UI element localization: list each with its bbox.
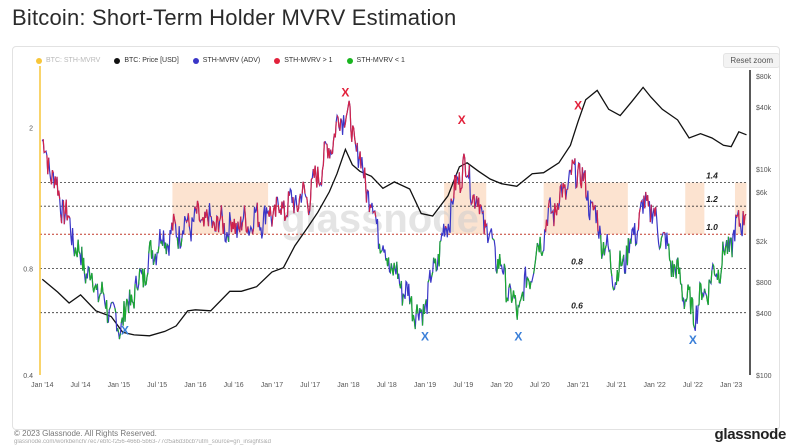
cycle-marker-0: X <box>341 86 349 100</box>
left-tick-label: 2 <box>29 126 33 133</box>
x-tick-label: Jan '23 <box>720 382 742 389</box>
reset-zoom-button[interactable]: Reset zoom <box>723 53 780 68</box>
x-tick-label: Jan '20 <box>490 382 512 389</box>
x-tick-label: Jul '19 <box>453 382 473 389</box>
legend-item-4[interactable]: STH-MVRV < 1 <box>346 57 405 64</box>
highlight-band-3 <box>685 182 705 235</box>
threshold-label-0.6: 0.6 <box>571 301 583 311</box>
source-url[interactable]: glassnode.com/workbench/7ec7ebfc-f256-46… <box>14 439 272 445</box>
x-tick-label: Jul '22 <box>683 382 703 389</box>
right-tick-label: $10k <box>756 167 772 174</box>
highlight-band-0 <box>172 182 269 235</box>
left-tick-label: 0.4 <box>23 373 33 380</box>
legend-dot-icon <box>192 57 199 64</box>
x-tick-label: Jul '16 <box>224 382 244 389</box>
x-tick-label: Jan '22 <box>643 382 665 389</box>
threshold-label-1.2: 1.2 <box>706 194 718 204</box>
legend-label: BTC: Price [USD] <box>124 57 179 64</box>
legend-item-1[interactable]: BTC: Price [USD] <box>114 57 179 64</box>
legend-dot-icon <box>274 57 281 64</box>
right-tick-label: $800 <box>756 280 772 287</box>
cycle-marker-4: X <box>421 330 429 344</box>
cycle-marker-5: X <box>514 330 522 344</box>
x-tick-label: Jul '14 <box>71 382 91 389</box>
chart-legend: BTC: STH-MVRV BTC: Price [USD] STH-MVRV (A… <box>36 57 405 64</box>
price-line <box>41 86 747 337</box>
x-tick-label: Jan '19 <box>414 382 436 389</box>
x-tick-label: Jan '14 <box>31 382 53 389</box>
x-tick-label: Jul '21 <box>606 382 626 389</box>
sth-mvrv-below-one-line <box>73 234 733 340</box>
x-tick-label: Jan '21 <box>567 382 589 389</box>
x-tick-label: Jan '15 <box>108 382 130 389</box>
x-tick-label: Jan '16 <box>184 382 206 389</box>
x-tick-label: Jul '18 <box>377 382 397 389</box>
cycle-marker-2: X <box>574 99 582 113</box>
right-tick-label: $2k <box>756 239 768 246</box>
legend-label: BTC: STH-MVRV <box>46 57 101 64</box>
legend-item-3[interactable]: STH-MVRV > 1 <box>274 57 333 64</box>
x-tick-label: Jan '18 <box>337 382 359 389</box>
legend-label: STH-MVRV (ADV) <box>202 57 261 64</box>
chart-panel <box>12 46 780 430</box>
legend-item-2[interactable]: STH-MVRV (ADV) <box>192 57 261 64</box>
right-tick-label: $400 <box>756 311 772 318</box>
threshold-label-0.8: 0.8 <box>571 256 583 266</box>
x-tick-label: Jul '17 <box>300 382 320 389</box>
highlight-band-4 <box>734 182 747 235</box>
legend-dot-icon <box>36 57 42 64</box>
sth-mvrv-above-one-line <box>42 100 747 235</box>
right-tick-label: $40k <box>756 105 772 112</box>
cycle-marker-6: X <box>689 333 697 347</box>
page-title: Bitcoin: Short-Term Holder MVRV Estimati… <box>12 5 457 30</box>
x-tick-label: Jan '17 <box>261 382 283 389</box>
legend-dot-icon <box>346 57 353 64</box>
threshold-label-1.4: 1.4 <box>706 171 718 181</box>
glassnode-logo: glassnode <box>714 426 787 443</box>
legend-label: STH-MVRV > 1 <box>284 57 333 64</box>
legend-label: STH-MVRV < 1 <box>356 57 405 64</box>
x-tick-label: Jul '20 <box>530 382 550 389</box>
cycle-marker-1: X <box>458 113 466 127</box>
copyright-text: © 2023 Glassnode. All Rights Reserved. <box>14 429 157 438</box>
left-tick-label: 0.8 <box>23 266 33 273</box>
right-tick-label: $6k <box>756 190 768 197</box>
threshold-label-1.0: 1.0 <box>706 222 718 232</box>
right-tick-label: $80k <box>756 74 772 81</box>
cycle-marker-3: X <box>121 324 129 338</box>
legend-item-0[interactable]: BTC: STH-MVRV <box>36 57 100 64</box>
x-tick-label: Jul '15 <box>147 382 167 389</box>
right-tick-label: $100 <box>756 373 772 380</box>
legend-dot-icon <box>114 57 121 64</box>
